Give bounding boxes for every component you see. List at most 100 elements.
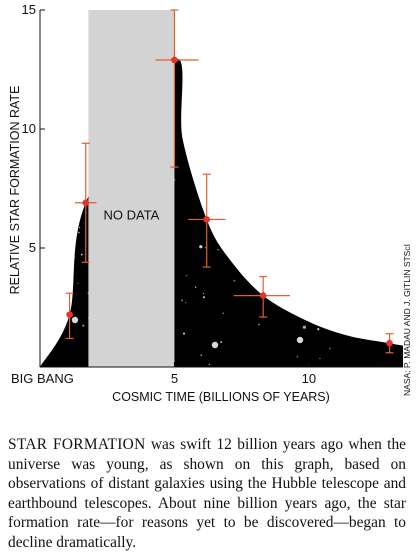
no-data-band xyxy=(88,10,175,367)
star xyxy=(80,253,83,256)
star xyxy=(290,153,293,155)
star xyxy=(42,104,44,106)
star xyxy=(374,219,377,221)
star xyxy=(392,121,394,123)
star xyxy=(252,275,254,278)
x-axis-title: COSMIC TIME (BILLIONS OF YEARS) xyxy=(112,390,330,404)
plot-area xyxy=(40,10,403,367)
star xyxy=(195,286,197,288)
star xyxy=(317,328,320,331)
star xyxy=(277,252,280,255)
star xyxy=(78,231,80,234)
star xyxy=(204,247,207,249)
star xyxy=(241,250,243,253)
star xyxy=(386,235,390,239)
star xyxy=(310,270,312,272)
star xyxy=(319,295,321,298)
star xyxy=(314,117,316,119)
star xyxy=(82,185,86,189)
star xyxy=(200,354,203,357)
data-points xyxy=(66,56,393,347)
star xyxy=(219,216,221,219)
data-point xyxy=(259,292,267,299)
star xyxy=(301,268,304,271)
star xyxy=(240,236,242,239)
star xyxy=(185,301,187,304)
star xyxy=(368,283,370,286)
star xyxy=(46,182,48,184)
axis-ticks: 5 10 15 5 10 xyxy=(22,2,317,386)
star xyxy=(257,216,259,219)
data-point xyxy=(66,311,73,318)
star xyxy=(46,242,49,245)
star xyxy=(295,285,298,288)
y-axis-title: RELATIVE STAR FORMATION RATE xyxy=(8,86,22,295)
star xyxy=(219,241,222,244)
star xyxy=(233,279,236,282)
star xyxy=(242,177,245,180)
star xyxy=(371,244,374,247)
star xyxy=(235,113,237,115)
x-tick-label: 10 xyxy=(302,371,316,386)
photo-credit: NASA; P. MADAU AND J. GITLIN STScI xyxy=(402,244,412,396)
star xyxy=(329,347,331,350)
star xyxy=(70,136,73,139)
y-tick-label: 5 xyxy=(29,240,36,255)
star xyxy=(80,186,82,189)
star xyxy=(302,325,306,329)
no-data-label: NO DATA xyxy=(103,208,159,223)
star xyxy=(185,274,188,277)
data-point xyxy=(386,339,393,347)
star xyxy=(222,312,225,315)
star xyxy=(79,227,81,229)
star xyxy=(253,99,256,102)
x-origin-label: BIG BANG xyxy=(11,371,74,386)
star xyxy=(183,332,185,335)
star xyxy=(198,119,201,121)
star xyxy=(44,105,46,108)
star xyxy=(319,357,321,360)
star xyxy=(82,167,84,169)
star xyxy=(296,356,299,358)
star xyxy=(368,258,371,262)
star xyxy=(230,211,233,214)
star xyxy=(264,131,266,133)
star xyxy=(75,122,77,125)
star-formation-chart: 5 10 15 5 10 NO DATA BIG BANG COSMIC TIME (B… xyxy=(8,2,412,404)
bright-galaxy xyxy=(71,316,79,324)
figure-caption: STAR FORMATION was swift 12 billion year… xyxy=(8,435,406,553)
star xyxy=(215,220,219,224)
star xyxy=(217,248,219,251)
star xyxy=(73,256,76,259)
star xyxy=(249,189,252,192)
star xyxy=(282,173,285,177)
star xyxy=(82,324,85,327)
star xyxy=(271,170,273,173)
bright-galaxy xyxy=(296,336,304,344)
star xyxy=(361,191,364,193)
star xyxy=(202,296,205,299)
star xyxy=(283,178,286,180)
star xyxy=(400,325,402,328)
star xyxy=(355,256,358,258)
star xyxy=(308,239,311,242)
star xyxy=(181,299,183,302)
star xyxy=(360,210,363,212)
figure: 5 10 15 5 10 NO DATA BIG BANG COSMIC TIME (B… xyxy=(8,2,412,551)
star xyxy=(218,113,221,115)
bright-galaxy xyxy=(211,341,219,349)
star xyxy=(220,341,222,343)
star xyxy=(86,185,89,188)
y-tick-label: 10 xyxy=(22,121,36,136)
data-point xyxy=(82,199,90,207)
star xyxy=(84,130,86,133)
star xyxy=(258,323,260,326)
star xyxy=(199,245,203,249)
star xyxy=(268,138,271,140)
star xyxy=(335,221,338,224)
star xyxy=(69,117,71,120)
star xyxy=(201,122,206,126)
star xyxy=(398,129,401,132)
data-point xyxy=(203,216,211,223)
star xyxy=(310,282,312,284)
